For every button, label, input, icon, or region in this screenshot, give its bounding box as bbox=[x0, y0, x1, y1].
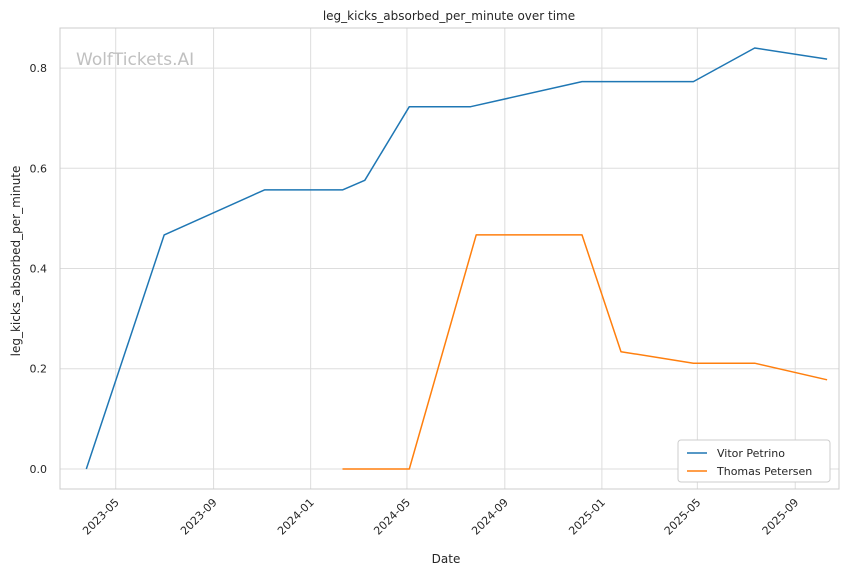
x-tick-label: 2025-09 bbox=[760, 496, 802, 538]
legend: Vitor Petrino Thomas Petersen bbox=[677, 439, 831, 483]
x-tick-label: 2024-01 bbox=[275, 496, 317, 538]
x-tick-label: 2025-01 bbox=[566, 496, 608, 538]
chart-title: leg_kicks_absorbed_per_minute over time bbox=[323, 9, 575, 23]
x-tick-labels: 2023-05 2023-09 2024-01 2024-05 2024-09 2025-… bbox=[80, 496, 801, 538]
x-tick-label: 2025-05 bbox=[662, 496, 704, 538]
watermark: WolfTickets.AI bbox=[76, 50, 194, 70]
y-tick-label: 0.8 bbox=[30, 62, 48, 75]
y-axis-label: leg_kicks_absorbed_per_minute bbox=[9, 166, 23, 357]
series-line-vitor-petrino bbox=[85, 47, 828, 470]
y-tick-label: 0.6 bbox=[30, 162, 48, 175]
x-tick-label: 2024-09 bbox=[469, 496, 511, 538]
plot-frame bbox=[59, 27, 840, 490]
x-axis-label: Date bbox=[432, 552, 461, 566]
series-layer bbox=[85, 47, 828, 470]
legend-label: Thomas Petersen bbox=[716, 465, 812, 478]
grid bbox=[60, 28, 839, 489]
x-tick-label: 2023-05 bbox=[80, 496, 122, 538]
legend-box bbox=[677, 439, 831, 483]
x-tick-label: 2024-05 bbox=[371, 496, 413, 538]
series-line-thomas-petersen bbox=[342, 234, 828, 470]
y-tick-label: 0.0 bbox=[30, 463, 48, 476]
y-tick-label: 0.4 bbox=[30, 263, 48, 276]
x-tick-label: 2023-09 bbox=[178, 496, 220, 538]
legend-label: Vitor Petrino bbox=[717, 447, 785, 460]
y-tick-label: 0.2 bbox=[30, 363, 48, 376]
y-tick-labels: 0.0 0.2 0.4 0.6 0.8 bbox=[30, 62, 48, 476]
plot-background bbox=[60, 28, 839, 489]
